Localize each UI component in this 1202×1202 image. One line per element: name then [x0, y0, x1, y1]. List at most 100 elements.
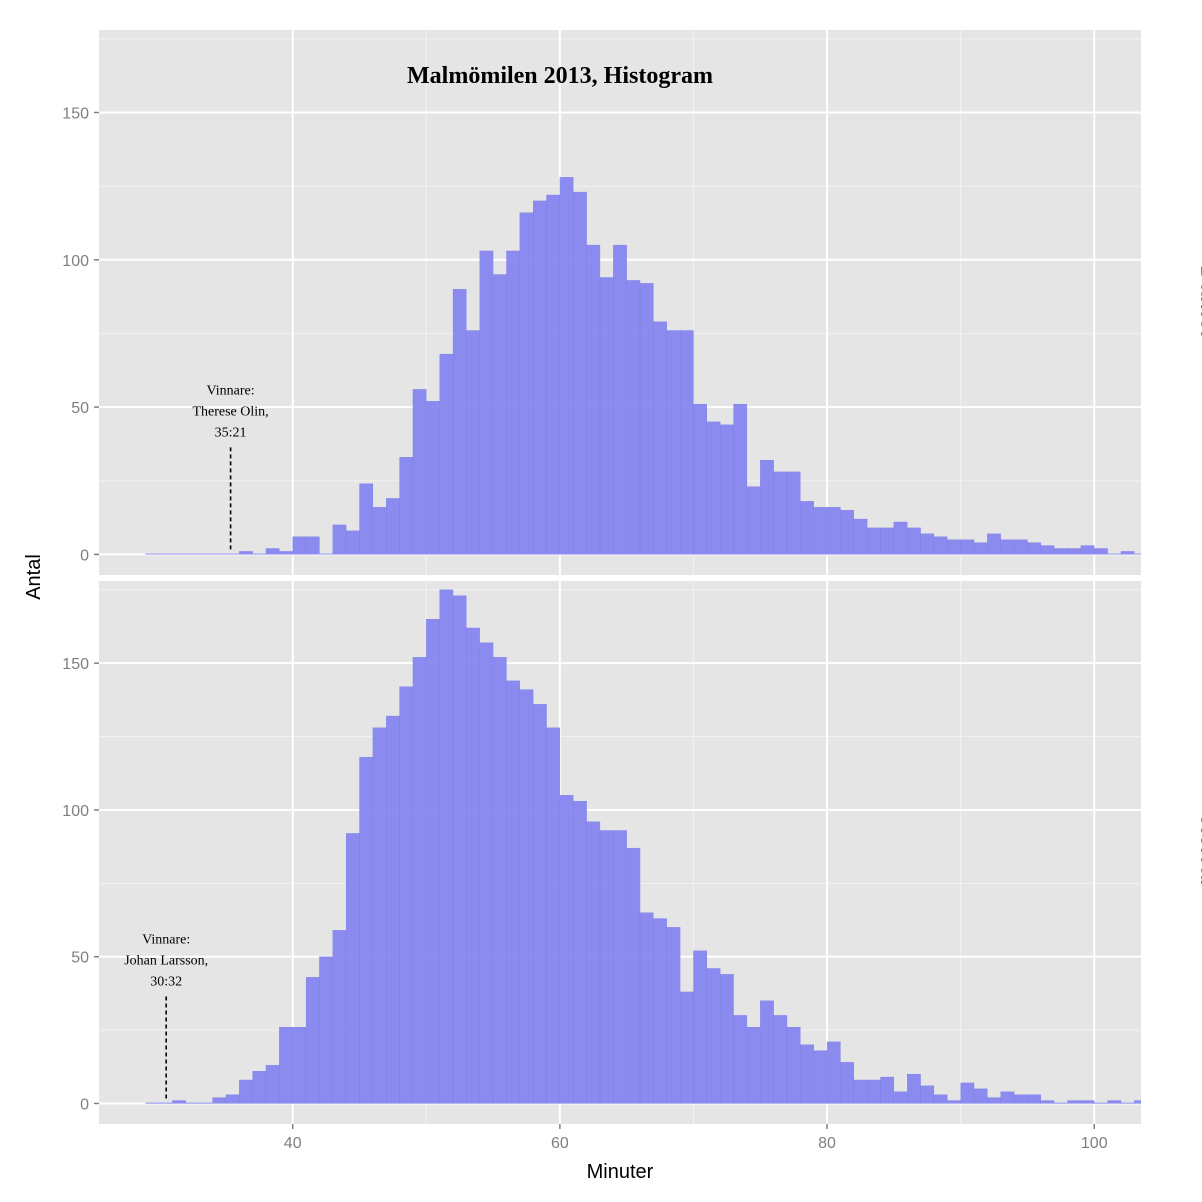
histogram-bar — [386, 715, 400, 1104]
histogram-bar — [760, 459, 774, 555]
histogram-bar — [145, 553, 160, 555]
histogram-bar — [359, 483, 374, 555]
histogram-bar — [813, 507, 828, 555]
histogram-bar — [693, 950, 707, 1104]
y-tick-label: 0 — [80, 1096, 89, 1113]
histogram-bar — [426, 401, 440, 555]
facet-strip — [1141, 581, 1202, 1124]
x-axis-title: Minuter — [587, 1161, 654, 1183]
histogram-bar — [773, 471, 788, 555]
histogram-bar — [1000, 1091, 1015, 1104]
histogram-bar — [880, 1076, 895, 1104]
facet-strip-label: Herrar — [1196, 816, 1202, 888]
y-tick-label: 100 — [62, 803, 89, 820]
y-tick-label: 100 — [62, 253, 89, 270]
histogram-bar — [853, 1079, 868, 1104]
histogram-bar — [519, 212, 534, 555]
histogram-bar — [853, 518, 868, 555]
histogram-bar — [1080, 545, 1095, 555]
histogram-bar — [158, 553, 173, 555]
histogram-bar — [1054, 1102, 1068, 1104]
histogram-bar — [653, 321, 667, 555]
histogram-bar — [399, 686, 414, 1104]
histogram-bar — [1013, 1094, 1028, 1104]
histogram-bar — [145, 1102, 160, 1104]
histogram-bar — [1013, 539, 1028, 555]
histogram-bar — [1027, 542, 1041, 555]
histogram-bar — [773, 1015, 788, 1104]
histogram-bar — [893, 1091, 908, 1104]
histogram-bar — [412, 657, 427, 1104]
histogram-bar — [1067, 548, 1082, 555]
histogram-bar — [733, 403, 748, 555]
facet-strip-label: Damer — [1196, 265, 1202, 340]
annotation-text: Therese Olin, — [192, 404, 268, 419]
histogram-bar — [786, 471, 801, 555]
histogram-bar — [1094, 1102, 1108, 1104]
histogram-bar — [225, 1094, 240, 1104]
histogram-bar — [653, 918, 667, 1104]
histogram-bar — [706, 421, 721, 555]
histogram-bar — [987, 1097, 1001, 1104]
histogram-bar — [666, 927, 681, 1104]
histogram-bar — [947, 1100, 961, 1104]
histogram-bar — [573, 800, 587, 1104]
histogram-bar — [426, 619, 440, 1104]
histogram-bar — [693, 403, 707, 555]
histogram-bar — [733, 1015, 748, 1104]
histogram-bar — [452, 595, 467, 1104]
histogram-bar — [599, 830, 614, 1104]
histogram-bar — [265, 548, 280, 555]
histogram-bar — [1027, 1094, 1041, 1104]
histogram-bar — [212, 553, 227, 555]
histogram-bar — [586, 244, 601, 555]
histogram-bar — [439, 353, 454, 555]
histogram-bar — [1120, 551, 1135, 555]
y-tick-label: 50 — [71, 950, 89, 967]
histogram-bar — [172, 1100, 186, 1104]
histogram-bar — [158, 1102, 173, 1104]
histogram-bar — [720, 974, 734, 1104]
histogram-bar — [893, 521, 908, 555]
histogram-bar — [1080, 1100, 1095, 1104]
histogram-bar — [386, 498, 400, 555]
histogram-bar — [720, 424, 734, 555]
histogram-bar — [359, 756, 374, 1104]
histogram-bar — [292, 536, 307, 555]
histogram-bar — [826, 1041, 841, 1104]
histogram-bar — [172, 553, 186, 555]
histogram-bar — [412, 389, 427, 555]
histogram-bar — [800, 501, 814, 555]
histogram-bar — [479, 642, 494, 1104]
histogram-bar — [332, 930, 347, 1104]
annotation-text: Johan Larsson, — [124, 953, 208, 968]
x-tick-label: 80 — [818, 1135, 836, 1152]
winner-annotation: Vinnare: Johan Larsson, 30:32 — [124, 932, 208, 1102]
histogram-bar — [840, 510, 854, 555]
panel-damer: Damer — [99, 30, 1202, 575]
histogram-bar — [746, 486, 761, 555]
histogram-bar — [185, 553, 200, 555]
histogram-bar — [292, 1026, 307, 1104]
histogram-bar — [639, 283, 654, 555]
facet-strip — [1141, 30, 1202, 575]
histogram-bar — [800, 1044, 814, 1104]
histogram-bar — [305, 536, 320, 555]
histogram-bar — [907, 527, 921, 555]
annotation-text: 35:21 — [215, 425, 247, 440]
histogram-bar — [1107, 1100, 1122, 1104]
histogram-bar — [973, 542, 988, 555]
histogram-bar — [573, 191, 587, 555]
histogram-bar — [679, 330, 694, 555]
histogram-bar — [933, 536, 948, 555]
histogram-bar — [492, 274, 507, 555]
histogram-bar — [973, 1088, 988, 1104]
histogram-bar — [345, 530, 360, 555]
histogram-bar — [479, 250, 494, 555]
histogram-bar — [279, 1026, 293, 1104]
histogram-bar — [679, 991, 694, 1104]
histogram-bar — [372, 507, 387, 555]
histogram-bar — [372, 727, 387, 1104]
histogram-bar — [626, 847, 641, 1104]
